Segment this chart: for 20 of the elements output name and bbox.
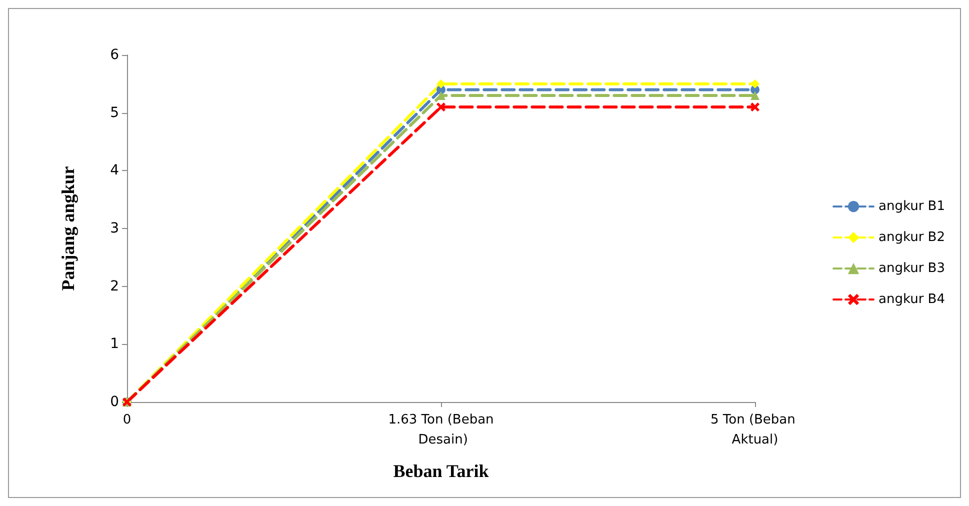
- y-axis-title: Panjang angkur: [58, 166, 78, 291]
- legend-label: angkur B2: [878, 230, 946, 245]
- y-tick-label: 1: [110, 336, 119, 352]
- x-tick-label: 1.63 Ton (Beban Desain): [388, 412, 494, 448]
- point: [436, 79, 446, 88]
- x-tick-label: 5 Ton (Beban Aktual): [710, 412, 800, 448]
- legend-label: angkur B1: [878, 199, 946, 214]
- x-axis-title: Beban Tarik: [393, 461, 489, 481]
- y-tick-label: 0: [110, 394, 119, 410]
- point: [750, 79, 760, 88]
- point: [750, 102, 760, 112]
- point: [436, 102, 446, 112]
- y-tick-label: 4: [110, 162, 120, 179]
- legend-label: angkur B3: [878, 261, 946, 276]
- legend-label: angkur B4: [878, 292, 946, 307]
- y-tick-label: 5: [110, 104, 119, 121]
- y-tick-label: 2: [110, 278, 119, 294]
- x-tick-label: 0: [122, 412, 132, 428]
- y-tick-label: 3: [110, 220, 119, 236]
- y-tick-label: 6: [110, 47, 120, 63]
